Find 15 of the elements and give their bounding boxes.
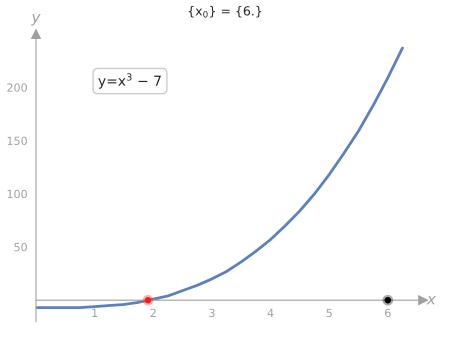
x-tick-label: 1 [92, 308, 98, 317]
x-tick-label: 5 [326, 308, 332, 318]
x-tick-label: 6 [385, 308, 391, 318]
annotation: y=x$^{3}$ − 7 [98, 73, 161, 89]
y-tick-label: 100 [8, 190, 27, 198]
x-tick-label: 4 [268, 308, 274, 317]
y-tick-label: 150 [8, 136, 27, 145]
line-series [36, 46, 404, 310]
chart-title: {x$_{0}$} = {6.} [188, 6, 262, 18]
y-axis-title: y [31, 14, 41, 26]
y-tick-label: 50 [14, 242, 27, 252]
x-tick-label: 2 [150, 308, 156, 317]
y-tick-label: 200 [7, 83, 27, 92]
x-tick-label: 3 [209, 308, 215, 318]
x-axis-title: x [426, 296, 436, 304]
